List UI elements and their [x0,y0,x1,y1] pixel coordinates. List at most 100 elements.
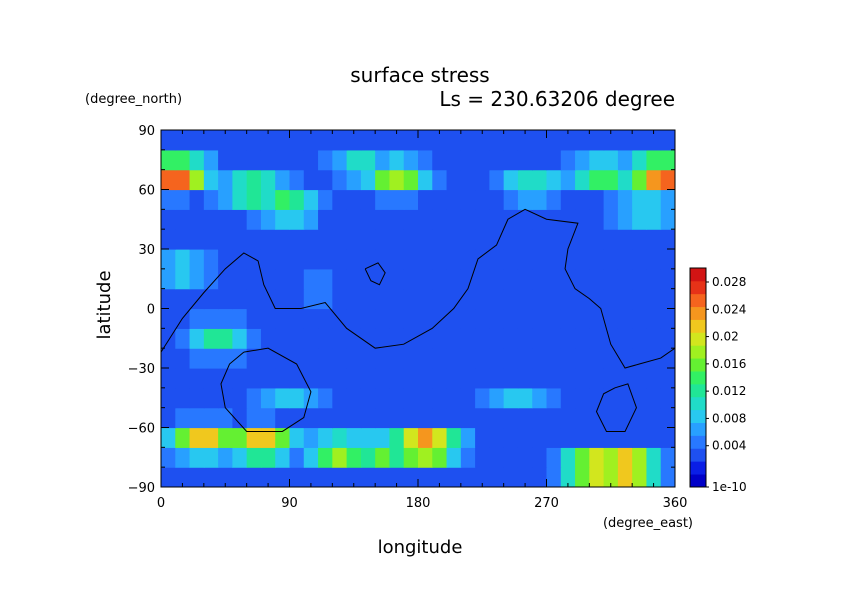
heatmap-cell [475,249,490,270]
heatmap-cell [503,149,519,171]
heatmap-cell [575,447,590,468]
heatmap-cell [646,249,662,270]
heatmap-cell [446,328,462,349]
heatmap-cell [646,467,662,487]
heatmap-cell [589,268,605,290]
heatmap-cell [575,387,590,409]
heatmap-cell [418,447,433,468]
heatmap-cell [389,447,405,468]
heatmap-cell [346,308,362,329]
heatmap-cell [203,288,219,310]
heatmap-cell [303,348,319,369]
heatmap-cell [203,467,219,487]
heatmap-cell [546,189,562,210]
heatmap-cell [303,467,319,487]
heatmap-cell [218,189,233,210]
heatmap-cell [246,229,262,250]
heatmap-cell [403,447,419,468]
heatmap-cell [432,130,448,151]
heatmap-cell [189,447,205,468]
heatmap-cell [360,447,376,468]
heatmap-cell [403,308,419,329]
heatmap-cell [218,268,233,290]
heatmap-cell [503,407,519,429]
heatmap-cell [218,249,233,270]
heatmap-cell [460,288,476,310]
heatmap-cell [175,169,191,191]
heatmap-cell [161,130,176,151]
heatmap-cell [432,308,448,329]
heatmap-cell [332,368,348,389]
heatmap-cell [632,149,648,171]
heatmap-cell [503,288,519,310]
heatmap-cell [546,130,562,151]
heatmap-cell [303,288,319,310]
heatmap-cell [660,288,675,310]
heatmap-cell [275,348,291,369]
heatmap-cell [432,467,448,487]
heatmap-cell [161,209,176,230]
heatmap-cell [617,209,633,230]
heatmap-cell [175,149,191,171]
heatmap-cell [646,268,662,290]
heatmap-cell [318,268,333,290]
heatmap-cell [332,427,348,448]
heatmap-cell [332,149,348,171]
heatmap-cell [646,447,662,468]
heatmap-cell [475,130,490,151]
heatmap-cell [575,268,590,290]
heatmap-cell [346,229,362,250]
heatmap-cell [389,407,405,429]
heatmap-cell [375,387,391,409]
heatmap-cell [418,149,433,171]
heatmap-cell [646,130,662,151]
heatmap-cell [403,189,419,210]
heatmap-field [161,130,675,487]
heatmap-cell [189,308,205,329]
heatmap-cell [318,130,333,151]
heatmap-cell [446,387,462,409]
heatmap-cell [189,407,205,429]
heatmap-cell [246,169,262,191]
heatmap-cell [389,348,405,369]
heatmap-cell [546,368,562,389]
heatmap-cell [260,368,276,389]
heatmap-cell [546,249,562,270]
heatmap-cell [589,149,605,171]
heatmap-cell [432,209,448,230]
heatmap-cell [332,447,348,468]
heatmap-cell [460,229,476,250]
heatmap-cell [375,368,391,389]
heatmap-cell [603,268,619,290]
heatmap-cell [218,308,233,329]
heatmap-cell [517,268,533,290]
heatmap-cell [446,407,462,429]
heatmap-cell [403,288,419,310]
contour-line [364,262,386,286]
heatmap-cell [575,169,590,191]
heatmap-cell [203,249,219,270]
colorbar-frame [689,267,707,488]
heatmap-cell [503,387,519,409]
heatmap-cell [617,169,633,191]
heatmap-cell [332,268,348,290]
heatmap-cell [503,308,519,329]
heatmap-cell [360,229,376,250]
heatmap-cell [232,348,248,369]
heatmap-cell [346,348,362,369]
heatmap-cell [432,447,448,468]
heatmap-cell [560,268,576,290]
heatmap-cell [275,447,291,468]
heatmap-cell [660,368,675,389]
heatmap-cell [460,368,476,389]
heatmap-cell [546,169,562,191]
heatmap-cell [218,328,233,349]
heatmap-cell [532,209,548,230]
heatmap-cell [303,387,319,409]
heatmap-cell [617,348,633,369]
heatmap-cell [517,348,533,369]
heatmap-cell [517,467,533,487]
heatmap-cell [161,169,176,191]
heatmap-cell [175,229,191,250]
heatmap-cell [532,328,548,349]
